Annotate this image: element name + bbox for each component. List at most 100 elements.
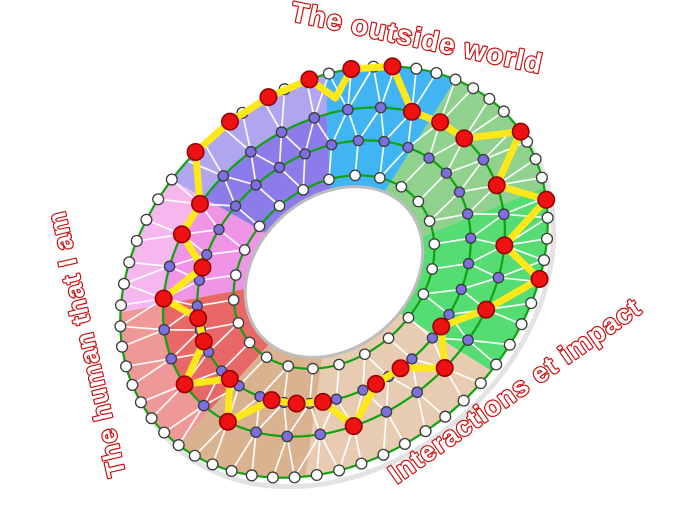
node-ring4 <box>253 220 266 233</box>
mesh-line <box>163 305 198 331</box>
node-ring2 <box>163 260 176 273</box>
mesh-line <box>385 376 390 412</box>
mesh-line <box>121 328 165 348</box>
node-ring2 <box>158 323 171 336</box>
node-ring2 <box>165 352 178 365</box>
mesh-line <box>272 436 289 478</box>
node-ring1 <box>172 439 185 452</box>
node-ring3 <box>426 332 439 344</box>
mesh-line <box>416 391 446 418</box>
node-ring1 <box>165 173 178 186</box>
node-ring1 <box>130 234 143 247</box>
mesh-line <box>503 213 548 219</box>
selected-node <box>313 392 332 411</box>
node-ring1 <box>515 318 528 331</box>
node-ring2 <box>250 426 262 439</box>
node-ring3 <box>455 283 467 296</box>
selected-node <box>186 142 205 161</box>
node-ring2 <box>380 406 393 418</box>
node-ring3 <box>325 139 338 151</box>
node-ring3 <box>250 179 262 191</box>
node-ring2 <box>477 153 490 166</box>
node-ring1 <box>377 448 390 461</box>
node-ring1 <box>490 358 503 371</box>
mesh-line <box>203 385 240 407</box>
sector-blue <box>325 66 456 193</box>
selected-node <box>432 317 451 336</box>
node-ring1 <box>310 468 323 482</box>
node-ring4 <box>395 180 408 193</box>
mesh-line <box>330 109 349 146</box>
node-ring3 <box>330 393 343 405</box>
node-ring4 <box>323 173 335 186</box>
mesh-line <box>170 329 201 360</box>
node-ring1 <box>333 464 346 477</box>
node-ring1 <box>457 394 470 407</box>
selected-node <box>455 129 474 148</box>
node-ring1 <box>245 469 258 482</box>
selected-node <box>537 190 556 209</box>
selected-node <box>477 300 496 319</box>
mesh-line <box>423 288 462 295</box>
node-ring3 <box>273 161 286 174</box>
node-ring2 <box>411 386 424 399</box>
node-ring1 <box>355 457 368 470</box>
mesh-line <box>319 398 338 435</box>
mesh-line <box>302 153 306 190</box>
selected-node <box>221 112 240 131</box>
selected-node <box>193 258 212 277</box>
node-ring1 <box>483 92 496 105</box>
node-ring4 <box>243 336 256 349</box>
mesh-line <box>400 157 430 188</box>
node-ring1 <box>537 254 551 267</box>
mesh-line <box>255 401 285 433</box>
selected-node <box>287 394 306 413</box>
node-ring4 <box>227 294 240 306</box>
node-ring1 <box>188 449 201 462</box>
node-ring1 <box>126 378 139 391</box>
node-ring1 <box>152 193 165 206</box>
selected-node <box>190 194 209 213</box>
selected-node <box>262 391 281 410</box>
selected-node <box>194 332 213 351</box>
node-ring1 <box>474 377 487 390</box>
node-ring2 <box>197 399 210 412</box>
mesh-line <box>286 402 311 437</box>
node-ring4 <box>232 317 245 329</box>
selected-node <box>495 236 514 255</box>
mesh-line <box>434 237 471 245</box>
node-ring4 <box>358 348 371 361</box>
node-ring1 <box>225 464 238 478</box>
node-ring4 <box>428 238 441 250</box>
node-ring3 <box>213 223 225 236</box>
selected-node <box>342 59 361 78</box>
node-ring2 <box>281 430 294 443</box>
node-ring2 <box>244 145 257 158</box>
node-ring4 <box>238 244 251 256</box>
selected-node <box>431 113 450 132</box>
node-ring1 <box>503 338 516 351</box>
mesh-line <box>467 339 497 366</box>
node-ring3 <box>462 257 475 270</box>
node-ring1 <box>430 66 443 80</box>
node-ring3 <box>465 232 477 244</box>
sector-green-muted <box>384 79 545 237</box>
node-ring3 <box>443 308 455 321</box>
node-ring3 <box>402 141 414 154</box>
highlight-path <box>160 62 550 430</box>
mesh-line <box>197 299 234 307</box>
node-ring1 <box>117 277 131 290</box>
mesh-line <box>315 434 322 476</box>
node-ring1 <box>497 105 510 118</box>
mesh-line <box>163 404 205 434</box>
node-ring4 <box>382 332 395 345</box>
selected-node <box>344 417 363 436</box>
selected-node <box>218 412 237 431</box>
mesh-line <box>362 354 366 391</box>
mesh-line <box>238 356 268 387</box>
mesh-line <box>304 117 316 155</box>
node-ring1 <box>206 458 219 471</box>
node-ring4 <box>417 288 430 300</box>
selected-node <box>175 375 194 394</box>
